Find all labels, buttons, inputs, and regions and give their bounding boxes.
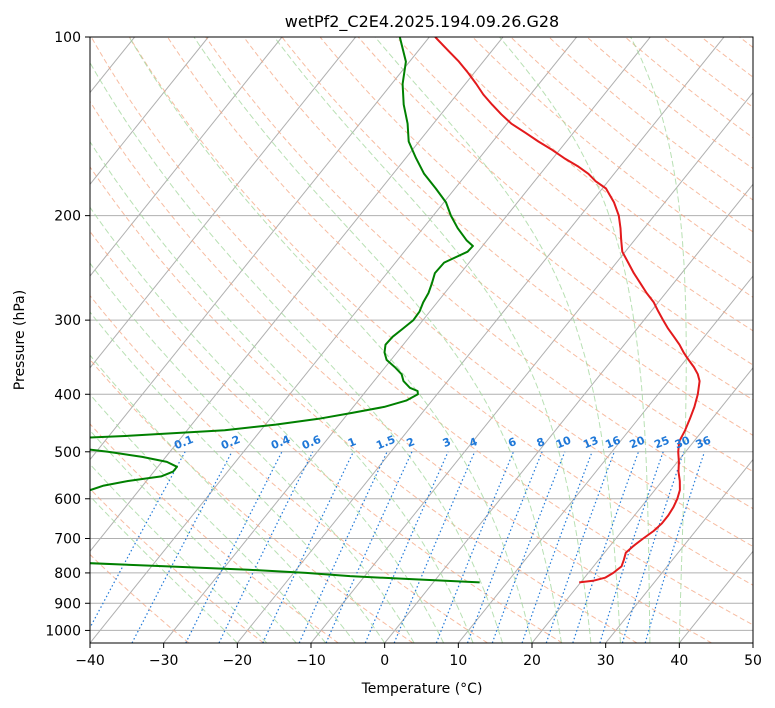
- x-tick-label: 50: [744, 653, 762, 669]
- moist-adiabat-line: [90, 393, 327, 643]
- dry-adiabat-line: [319, 37, 753, 401]
- isotherm-line: [90, 37, 504, 553]
- mixing-ratio-line: [393, 451, 476, 643]
- mixing-ratio-line: [621, 451, 685, 643]
- moist-adiabat-line: [499, 37, 651, 643]
- dry-adiabat-line: [90, 166, 638, 643]
- mixing-ratio-line: [298, 451, 388, 643]
- dry-adiabat-line: [167, 37, 753, 548]
- dry-adiabat-line: [548, 37, 753, 201]
- isotherm-line: [90, 37, 578, 643]
- mixing-ratio-line: [364, 451, 449, 643]
- y-tick-label: 100: [54, 30, 81, 46]
- isotherm-line: [236, 37, 725, 643]
- x-tick-label: −40: [75, 653, 105, 669]
- y-tick-label: 600: [54, 492, 81, 508]
- dry-adiabat-line: [205, 37, 753, 510]
- dry-adiabat-line: [243, 37, 753, 473]
- mixing-ratio-label: 30: [673, 434, 692, 452]
- mixing-ratio-line: [644, 451, 706, 643]
- isotherm-line: [457, 275, 753, 643]
- dry-adiabat-line: [395, 37, 753, 332]
- y-tick-label: 700: [54, 532, 81, 548]
- mixing-ratio-label: 3: [441, 435, 453, 450]
- mixing-ratio-line: [572, 451, 640, 643]
- mixing-ratio-label: 20: [628, 434, 647, 452]
- y-axis-label: Pressure (hPa): [12, 290, 28, 390]
- isotherm-line: [531, 366, 753, 643]
- x-tick-label: 30: [597, 653, 615, 669]
- mixing-ratio-label: 13: [581, 434, 600, 452]
- moist-adiabat-line: [90, 61, 503, 643]
- y-tick-label: 900: [54, 596, 81, 612]
- x-tick-label: 0: [380, 653, 389, 669]
- dry-adiabat-line: [90, 488, 264, 643]
- mixing-ratio-label: 2: [405, 435, 417, 450]
- mixing-ratio-label: 36: [694, 434, 713, 452]
- y-tick-label: 200: [54, 209, 81, 225]
- moist-adiabat-line: [90, 495, 238, 643]
- mixing-ratio-label: 1: [346, 435, 358, 450]
- y-tick-label: 300: [54, 313, 81, 329]
- chart-title: wetPf2_C2E4.2025.194.09.26.G28: [285, 12, 559, 32]
- moist-adiabat-line: [90, 206, 445, 643]
- x-axis-label: Temperature (°C): [361, 681, 483, 697]
- dry-adiabat-line: [90, 294, 488, 643]
- grid-layer: [90, 37, 753, 643]
- y-tick-label: 400: [54, 387, 81, 403]
- mixing-ratio-line: [325, 451, 413, 643]
- x-tick-label: −30: [149, 653, 179, 669]
- moist-adiabat-line: [630, 37, 687, 643]
- series-layer: [90, 37, 701, 584]
- moist-adiabat-line: [128, 37, 533, 643]
- mixing-ratio-line: [218, 451, 314, 643]
- dry-adiabat-line: [472, 37, 753, 265]
- y-tick-label: 800: [54, 566, 81, 582]
- moist-adiabat-line: [374, 37, 621, 643]
- isotherm-line: [384, 183, 753, 643]
- mixing-ratio-label: 16: [603, 434, 622, 452]
- x-tick-label: −20: [223, 653, 253, 669]
- mixing-ratio-label: 25: [652, 434, 671, 452]
- isotherm-line: [90, 37, 283, 277]
- dry-adiabat-line: [90, 423, 339, 643]
- y-tick-label: 500: [54, 445, 81, 461]
- isotherm-line: [605, 458, 753, 643]
- mixing-ratio-label: 8: [535, 435, 547, 450]
- mixing-ratio-label: 10: [554, 434, 573, 452]
- dry-adiabat-line: [90, 37, 753, 626]
- x-tick-label: 40: [670, 653, 688, 669]
- dry-adiabat-line: [90, 358, 414, 643]
- y-tick-label: 1000: [45, 623, 81, 639]
- moist-adiabat-line: [90, 262, 415, 643]
- isotherm-line: [163, 37, 651, 643]
- moist-adiabat-line: [90, 140, 474, 643]
- mixing-ratio-line: [545, 451, 615, 643]
- dry-adiabat-line: [90, 100, 712, 643]
- moist-adiabat-line: [90, 311, 386, 643]
- moist-adiabat-line: [193, 37, 562, 643]
- dry-adiabat-line: [90, 230, 563, 643]
- mixing-ratio-line: [262, 451, 354, 643]
- plot-frame: [89, 36, 754, 644]
- mixing-ratio-line: [90, 451, 186, 629]
- isotherm-line: [90, 37, 430, 461]
- x-tick-label: 20: [523, 653, 541, 669]
- dewpoint-profile-line: [90, 37, 480, 584]
- axis-layer: −40 −30 −20 −10 0 10 20 30 40 50 100 200 300 400 500 60…: [45, 30, 762, 669]
- moist-adiabat-line: [273, 37, 592, 643]
- x-tick-label: 10: [449, 653, 467, 669]
- temperature-profile-line: [434, 37, 701, 584]
- isotherm-line: [90, 37, 209, 186]
- dry-adiabat-line: [128, 37, 753, 586]
- x-tick-label: −10: [296, 653, 326, 669]
